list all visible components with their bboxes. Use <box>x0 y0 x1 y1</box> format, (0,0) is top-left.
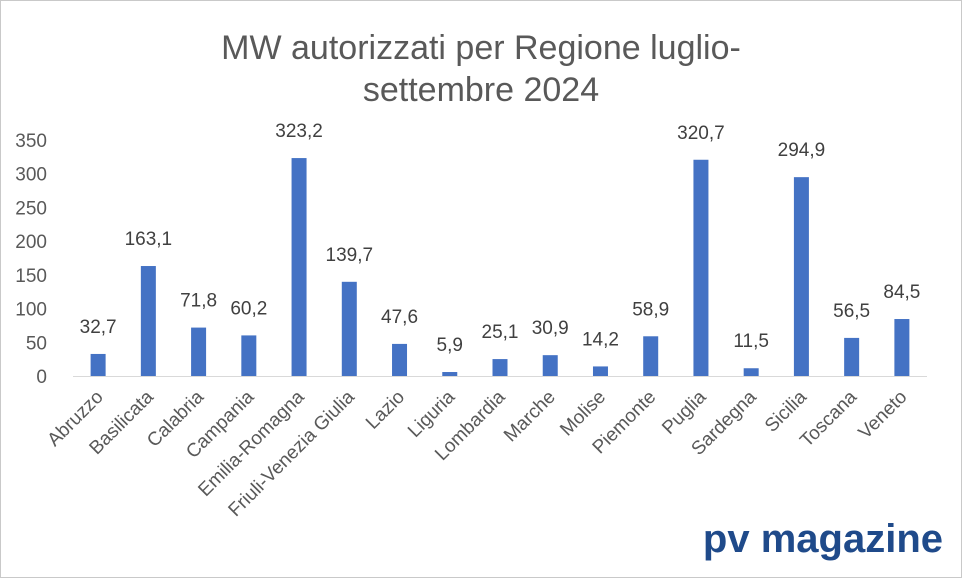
data-label: 294,9 <box>778 140 826 161</box>
y-tick-label: 150 <box>15 266 47 287</box>
data-label: 139,7 <box>326 245 374 266</box>
data-label: 60,2 <box>230 298 267 319</box>
bar-series <box>90 158 910 376</box>
bar <box>894 319 910 376</box>
data-label: 58,9 <box>632 299 669 320</box>
data-label: 71,8 <box>180 291 217 312</box>
data-label: 84,5 <box>883 282 920 303</box>
bar <box>844 337 860 376</box>
x-tick-label: Marche <box>500 387 560 447</box>
y-tick-label: 50 <box>26 333 47 354</box>
bar <box>592 366 608 376</box>
bar <box>140 266 156 376</box>
data-label: 25,1 <box>482 322 519 343</box>
x-tick-label: Toscana <box>796 386 861 451</box>
data-label: 11,5 <box>733 331 769 352</box>
y-tick-label: 100 <box>15 300 47 321</box>
bar <box>542 355 558 376</box>
bar <box>793 177 809 376</box>
chart-title-line-2: settembre 2024 <box>363 71 599 109</box>
y-tick-label: 350 <box>15 131 47 152</box>
bar <box>442 372 458 376</box>
x-tick-label: Veneto <box>855 387 912 444</box>
data-labels: 32,7 163,1 71,8 60,2 323,2 139,7 47,6 5,9 25,1 30… <box>80 121 921 356</box>
data-label: 323,2 <box>275 121 323 142</box>
y-tick-label: 200 <box>15 232 47 253</box>
x-tick-label: Lazio <box>362 387 409 434</box>
data-label: 47,6 <box>381 307 418 328</box>
y-tick-label: 0 <box>36 367 47 388</box>
bar <box>90 353 106 376</box>
x-axis: AbruzzoBasilicataCalabriaCampaniaEmilia-… <box>44 386 912 521</box>
chart-title-line-1: MW autorizzati per Regione luglio- <box>221 29 741 67</box>
y-tick-label: 300 <box>15 165 47 186</box>
data-label: 30,9 <box>532 318 569 339</box>
y-axis: 0 50 100 150 200 250 300 350 <box>15 131 927 388</box>
data-label: 32,7 <box>80 317 117 338</box>
bar <box>743 368 759 376</box>
data-label: 14,2 <box>582 329 619 350</box>
data-label: 56,5 <box>833 301 870 322</box>
data-label: 320,7 <box>677 123 725 144</box>
y-tick-label: 250 <box>15 198 47 219</box>
bar <box>492 359 508 376</box>
pv-magazine-logo: pv magazine <box>703 517 943 561</box>
data-label: 5,9 <box>437 335 463 356</box>
bar <box>241 335 257 376</box>
bar <box>291 158 307 376</box>
bar <box>392 343 408 376</box>
data-label: 163,1 <box>125 229 173 250</box>
bar <box>341 281 357 376</box>
bar <box>191 327 207 376</box>
bar <box>643 336 659 376</box>
bar <box>693 159 709 376</box>
